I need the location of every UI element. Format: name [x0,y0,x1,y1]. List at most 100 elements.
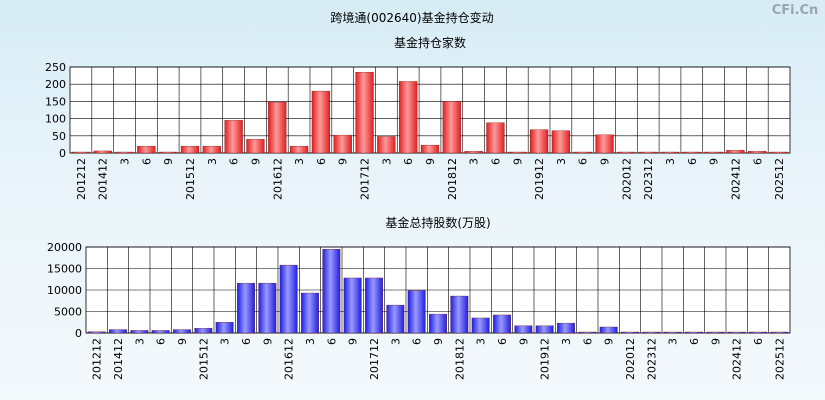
fund-shares-y-tick-label: 10000 [47,284,82,297]
fund-count-y-tick-label: 150 [45,95,66,108]
fund-count-bar [486,122,505,154]
fund-count-x-tick-label: 6 [315,158,328,165]
fund-shares-x-tick-label: 3 [133,338,146,345]
fund-count-bar [137,145,156,154]
fund-shares-x-tick-label: 202512 [773,338,786,380]
fund-count-bar [617,151,636,154]
fund-count-bar [71,151,91,154]
fund-shares-bar [322,248,341,334]
fund-count-x-tick-label: 9 [424,158,437,165]
fund-shares-x-tick-label: 201712 [368,338,381,380]
fund-count-bar [551,130,571,154]
fund-count-x-tick-label: 9 [599,158,612,165]
fund-shares-x-tick-label: 202412 [731,338,744,380]
fund-count-bar [595,134,614,154]
fund-count-x-tick-label: 202412 [729,158,742,200]
fund-count-x-tick-label: 202012 [620,158,633,200]
fund-shares-bar [493,314,511,334]
fund-count-bar [442,101,461,154]
fund-count-x-tick-label: 201812 [446,158,459,200]
fund-count-bar [508,151,527,154]
fund-shares-x-tick-label: 201512 [197,338,210,380]
fund-shares-y-tick-label: 0 [75,327,82,340]
fund-count-x-tick-label: 6 [228,158,241,165]
fund-shares-bar [386,304,405,334]
fund-count-bar [159,151,178,154]
fund-count-x-tick-label: 9 [337,158,350,165]
fund-count-x-tick-label: 3 [468,158,481,165]
fund-count-bar [639,151,658,154]
fund-shares-x-tick-label: 9 [261,338,274,345]
fund-shares-bar [258,282,277,334]
fund-count-bar [529,129,549,154]
fund-shares-bar [450,295,469,334]
fund-shares-x-tick-label: 6 [496,338,509,345]
fund-shares-x-tick-label: 6 [752,338,765,345]
fund-shares-x-tick-label: 3 [560,338,573,345]
fund-shares-y-tick-label: 5000 [54,306,82,319]
fund-shares-bar [642,331,661,334]
fund-count-bar [464,151,483,154]
fund-shares-bar [301,292,319,334]
fund-shares-bar [109,329,127,334]
page-title: 跨境通(002640)基金持仓变动 [330,10,493,25]
fund-count-x-tick-label: 201912 [533,158,546,200]
fund-shares-bar [621,331,639,334]
fund-count-y-tick-label: 50 [52,130,66,143]
fund-shares-bar [429,313,447,334]
fund-shares-y-tick-label: 20000 [47,241,82,254]
fund-shares-x-tick-label: 9 [517,338,530,345]
fund-shares-x-tick-label: 3 [667,338,680,345]
fund-shares-bar [749,331,767,334]
fund-shares-bar [343,277,362,334]
fund-count-x-tick-label: 6 [489,158,502,165]
fund-shares-x-tick-label: 3 [389,338,402,345]
fund-count-x-tick-label: 202512 [773,158,786,200]
watermark-logo: CFi.Cn [772,3,819,18]
fund-count-bar [420,144,440,154]
fund-shares-x-tick-label: 201612 [283,338,296,380]
fund-count-y-tick-label: 200 [45,78,66,91]
fund-count-x-tick-label: 6 [402,158,415,165]
fund-count-bar [115,151,134,154]
fund-shares-bar [87,331,106,334]
fund-shares-chart: 基金总持股数(万股) 0 5000 10000 15000 20000 201212 2014… [47,215,791,380]
fund-count-x-tick-label: 202312 [642,158,655,200]
fund-count-bar [704,151,723,154]
fund-count-x-tick-label: 201412 [97,158,110,200]
fund-shares-bar [215,322,234,334]
fund-count-bar [682,151,701,154]
fund-count-bar [355,72,374,154]
fund-shares-x-tick-label: 9 [347,338,360,345]
fund-count-x-tick-label: 9 [249,158,262,165]
fund-count-bar [748,151,767,154]
fund-shares-bar [578,331,597,334]
fund-shares-bar [514,325,533,334]
fund-count-bar [202,145,221,154]
fund-count-bar [769,151,789,154]
fund-count-y-tick-label: 0 [59,147,66,160]
fund-count-x-tick-label: 6 [751,158,764,165]
fund-count-x-tick-label: 9 [162,158,175,165]
fund-shares-x-tick-label: 6 [581,338,594,345]
fund-shares-y-tick-label: 15000 [47,263,82,276]
fund-count-bar [573,151,592,154]
fund-count-x-tick-label: 9 [708,158,721,165]
fund-shares-bar [151,330,170,334]
fund-shares-bar [685,331,703,334]
fund-shares-bar [770,331,789,334]
fund-shares-x-tick-label: 9 [709,338,722,345]
fund-shares-bar [557,322,575,334]
fund-count-x-tick-label: 201612 [271,158,284,200]
fund-count-x-tick-label: 201212 [75,158,88,200]
fund-shares-x-tick-label: 202012 [624,338,637,380]
fund-shares-bar [599,326,618,334]
fund-shares-bar [407,290,426,334]
fund-count-bar [246,139,265,154]
fund-shares-bar [237,282,255,334]
fund-count-chart: 基金持仓家数 0 50 100 150 200 250 201212 201412 3 6 9 2015… [45,35,791,200]
fund-shares-bar [535,325,554,334]
fund-count-bar [333,134,352,154]
fund-count-x-tick-label: 3 [380,158,393,165]
